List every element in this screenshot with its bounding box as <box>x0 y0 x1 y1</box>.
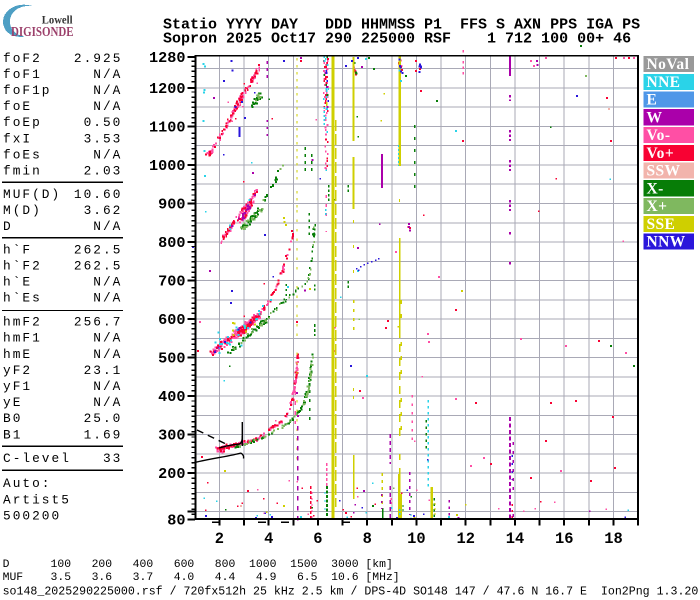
svg-text:1280: 1280 <box>149 49 185 67</box>
svg-text:SSE: SSE <box>647 216 676 233</box>
svg-text:DIGISONDE: DIGISONDE <box>11 24 74 39</box>
svg-text:800: 800 <box>158 234 185 252</box>
svg-text:1200: 1200 <box>149 80 185 98</box>
svg-text:N/A: N/A <box>93 291 122 306</box>
svg-text:3.62: 3.62 <box>84 203 123 218</box>
svg-text:M(D): M(D) <box>3 203 42 218</box>
svg-text:6: 6 <box>313 530 322 548</box>
svg-text:foE: foE <box>3 99 32 114</box>
svg-text:foF1p: foF1p <box>3 83 52 98</box>
svg-text:N/A: N/A <box>93 147 122 162</box>
svg-text:E: E <box>647 92 658 109</box>
svg-text:fmin: fmin <box>3 164 42 179</box>
svg-text:Vo-: Vo- <box>647 127 671 144</box>
svg-text:h`Es: h`Es <box>3 291 42 306</box>
svg-text:Statio YYYY DAY DDD HHMMSS P: Statio YYYY DAY DDD HHMMSS P1 FFS S AXN … <box>163 17 640 34</box>
svg-text:4: 4 <box>264 530 273 548</box>
svg-text:foEs: foEs <box>3 147 42 162</box>
svg-text:80: 80 <box>167 511 185 529</box>
svg-text:262.5: 262.5 <box>74 259 123 274</box>
svg-text:hmF1: hmF1 <box>3 331 42 346</box>
svg-text:B1: B1 <box>3 427 22 442</box>
svg-text:N/A: N/A <box>93 347 122 362</box>
svg-text:262.5: 262.5 <box>74 242 123 257</box>
svg-text:2.03: 2.03 <box>84 164 123 179</box>
svg-text:Lowell: Lowell <box>42 14 73 26</box>
svg-text:16: 16 <box>555 530 573 548</box>
svg-text:h`F: h`F <box>3 242 32 257</box>
svg-text:W: W <box>647 109 663 126</box>
svg-text:yF2: yF2 <box>3 363 32 378</box>
svg-text:h`E: h`E <box>3 275 32 290</box>
svg-text:14: 14 <box>506 530 524 548</box>
svg-text:N/A: N/A <box>93 331 122 346</box>
svg-text:D 100 200 400 600: D 100 200 400 600 800 1000 1500 3000 [km… <box>3 559 393 571</box>
svg-text:yF1: yF1 <box>3 379 32 394</box>
svg-text:D: D <box>3 219 13 234</box>
svg-text:fxI: fxI <box>3 131 32 146</box>
svg-text:NNE: NNE <box>647 74 681 91</box>
svg-text:10: 10 <box>407 530 425 548</box>
svg-text:N/A: N/A <box>93 219 122 234</box>
svg-text:2.925: 2.925 <box>74 51 123 66</box>
svg-text:N/A: N/A <box>93 395 122 410</box>
svg-text:700: 700 <box>158 273 185 291</box>
svg-text:Auto:: Auto: <box>3 476 52 491</box>
svg-text:18: 18 <box>604 530 622 548</box>
svg-text:500: 500 <box>158 350 185 368</box>
svg-text:1000: 1000 <box>149 157 185 175</box>
svg-text:300: 300 <box>158 427 185 445</box>
svg-text:900: 900 <box>158 196 185 214</box>
svg-text:NNW: NNW <box>647 234 686 251</box>
svg-text:hmF2: hmF2 <box>3 315 42 330</box>
svg-text:256.7: 256.7 <box>74 315 123 330</box>
svg-text:N/A: N/A <box>93 379 122 394</box>
svg-text:1100: 1100 <box>149 118 185 136</box>
svg-text:Artist5: Artist5 <box>3 492 71 507</box>
svg-text:25.0: 25.0 <box>84 411 123 426</box>
svg-text:1.69: 1.69 <box>84 427 123 442</box>
svg-text:so148_2025290225000.rsf / 720f: so148_2025290225000.rsf / 720fx512h 25 k… <box>3 586 699 599</box>
svg-text:2: 2 <box>215 530 224 548</box>
svg-text:N/A: N/A <box>93 83 122 98</box>
svg-text:MUF 3.5 3.6 3.7 4.0: MUF 3.5 3.6 3.7 4.0 4.4 4.9 6.5 10.6 [MH… <box>3 572 400 584</box>
svg-text:yE: yE <box>3 395 22 410</box>
svg-text:SSW: SSW <box>647 163 681 180</box>
svg-text:8: 8 <box>363 530 372 548</box>
svg-text:Vo+: Vo+ <box>647 145 675 162</box>
svg-text:MUF(D): MUF(D) <box>3 187 61 202</box>
svg-text:500200: 500200 <box>3 508 61 523</box>
svg-text:23.1: 23.1 <box>84 363 123 378</box>
svg-text:h`F2: h`F2 <box>3 259 42 274</box>
svg-text:0.50: 0.50 <box>84 115 123 130</box>
svg-text:400: 400 <box>158 388 185 406</box>
svg-text:C-level: C-level <box>3 451 71 466</box>
svg-text:B0: B0 <box>3 411 22 426</box>
svg-text:10.60: 10.60 <box>74 187 123 202</box>
svg-text:600: 600 <box>158 311 185 329</box>
svg-text:N/A: N/A <box>93 275 122 290</box>
svg-text:hmE: hmE <box>3 347 32 362</box>
svg-text:12: 12 <box>456 530 474 548</box>
svg-text:NoVal: NoVal <box>647 56 690 73</box>
svg-text:foF2: foF2 <box>3 51 42 66</box>
svg-text:X-: X- <box>647 180 664 197</box>
svg-text:200: 200 <box>158 465 185 483</box>
svg-text:3.53: 3.53 <box>84 131 123 146</box>
svg-text:foF1: foF1 <box>3 67 42 82</box>
svg-text:33: 33 <box>103 451 122 466</box>
svg-text:Sopron 2025 Oct17 290 225000 R: Sopron 2025 Oct17 290 225000 RSF 1 712 1… <box>163 31 631 48</box>
svg-text:N/A: N/A <box>93 67 122 82</box>
svg-text:N/A: N/A <box>93 99 122 114</box>
svg-text:foEp: foEp <box>3 115 42 130</box>
svg-text:X+: X+ <box>647 198 668 215</box>
